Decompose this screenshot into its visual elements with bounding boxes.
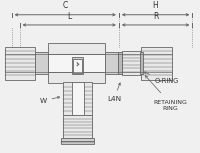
Text: O-RING: O-RING <box>144 72 179 84</box>
Bar <box>61 141 94 144</box>
Text: C: C <box>63 1 68 10</box>
Text: H: H <box>153 1 158 10</box>
Bar <box>72 57 83 74</box>
Bar <box>63 115 92 138</box>
Bar <box>140 52 143 74</box>
Bar <box>122 51 141 75</box>
Bar <box>63 82 92 115</box>
Text: L4N: L4N <box>107 83 121 102</box>
Bar <box>141 47 172 80</box>
Bar <box>73 59 82 73</box>
Text: W: W <box>39 96 60 104</box>
Bar <box>118 52 122 74</box>
Bar <box>35 52 48 74</box>
Text: RETAINING
RING: RETAINING RING <box>154 100 187 111</box>
Text: R: R <box>153 12 158 21</box>
Bar <box>105 52 118 74</box>
Bar <box>72 82 84 115</box>
Text: L: L <box>67 12 71 21</box>
Bar <box>5 47 35 80</box>
Bar <box>48 54 105 72</box>
Bar <box>61 138 94 141</box>
Bar <box>48 43 105 83</box>
